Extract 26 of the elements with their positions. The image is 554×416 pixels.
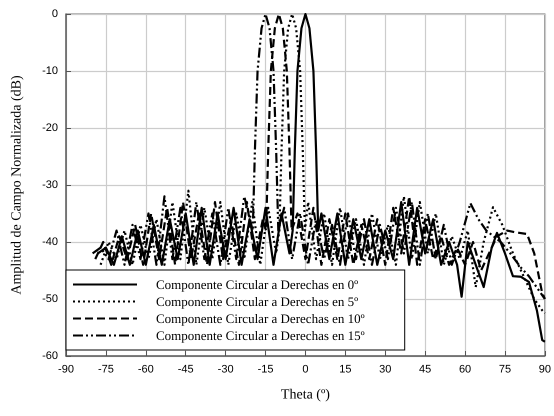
legend-label: Componente Circular a Derechas en 0º: [156, 277, 358, 292]
legend-label: Componente Circular a Derechas en 5º: [156, 294, 358, 309]
y-tick-label: -40: [42, 236, 58, 248]
y-tick-label: -60: [42, 350, 58, 362]
legend-label: Componente Circular a Derechas en 15º: [156, 328, 365, 343]
x-tick-label: 90: [538, 364, 552, 376]
x-tick-label: 0: [302, 364, 309, 376]
x-tick-label: 75: [498, 364, 512, 376]
x-axis-title: Theta (º): [280, 388, 330, 402]
y-tick-label: -10: [42, 65, 58, 77]
x-tick-label: -30: [218, 364, 234, 376]
y-tick-label: -20: [42, 122, 58, 134]
y-tick-label: -30: [42, 179, 58, 191]
x-tick-label: -90: [58, 364, 74, 376]
x-tick-label: 45: [419, 364, 432, 376]
legend-label: Componente Circular a Derechas en 10º: [156, 311, 365, 326]
y-axis-title: Amplitud de Campo Normalizada (dB): [10, 75, 24, 295]
x-tick-label: 60: [458, 364, 472, 376]
y-tick-label: -50: [42, 293, 58, 305]
x-tick-label: -45: [178, 364, 194, 376]
x-tick-label: -15: [258, 364, 274, 376]
x-tick-label: 30: [379, 364, 392, 376]
x-tick-label: -60: [138, 364, 154, 376]
y-tick-label: 0: [52, 8, 58, 20]
x-tick-label: -75: [98, 364, 114, 376]
x-tick-label: 15: [339, 364, 352, 376]
